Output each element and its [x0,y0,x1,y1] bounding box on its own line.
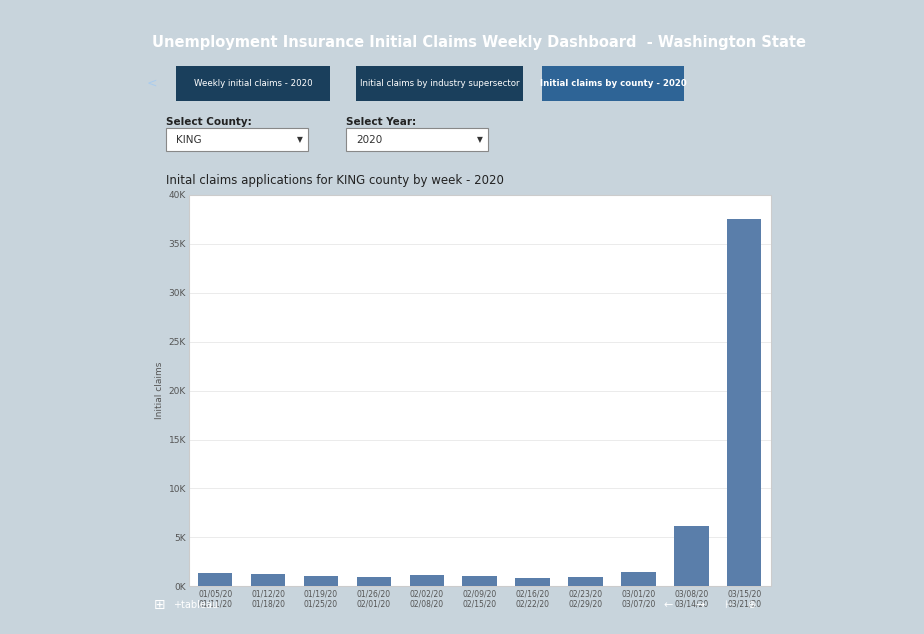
Bar [621,572,656,586]
Text: Initial claims by industry supersector: Initial claims by industry supersector [359,79,519,88]
Text: ⊕: ⊕ [748,600,756,610]
Text: ⊞: ⊞ [153,598,165,612]
Bar [516,578,550,586]
Y-axis label: Initial claims: Initial claims [155,362,164,419]
Text: →: → [695,600,705,610]
Bar [166,128,308,151]
Text: Weekly initial claims - 2020: Weekly initial claims - 2020 [194,79,312,88]
Text: ←: ← [663,600,673,610]
Bar [346,128,488,151]
Text: Unemployment Insurance Initial Claims Weekly Dashboard  - Washington State: Unemployment Insurance Initial Claims We… [152,35,806,49]
Text: Select Year:: Select Year: [346,117,417,127]
Bar [463,576,497,586]
Bar [542,66,684,101]
Bar [304,576,338,586]
Text: +tableau: +tableau [173,600,218,610]
Bar [198,573,232,586]
Bar [568,577,602,586]
Bar [357,577,391,586]
Text: ▼: ▼ [477,135,483,144]
Text: Inital claims applications for KING county by week - 2020: Inital claims applications for KING coun… [166,174,505,188]
Text: ⊢: ⊢ [724,600,734,610]
Text: <: < [147,77,157,90]
Bar [188,195,771,586]
Text: KING: KING [176,134,201,145]
Text: Initial claims by county - 2020: Initial claims by county - 2020 [540,79,687,88]
Bar [727,219,761,586]
Bar [176,66,330,101]
Bar [250,574,286,586]
Bar [675,526,709,586]
Bar [409,574,444,586]
Text: ▼: ▼ [297,135,303,144]
Text: Select County:: Select County: [166,117,252,127]
Text: 2020: 2020 [356,134,383,145]
Bar [356,66,523,101]
